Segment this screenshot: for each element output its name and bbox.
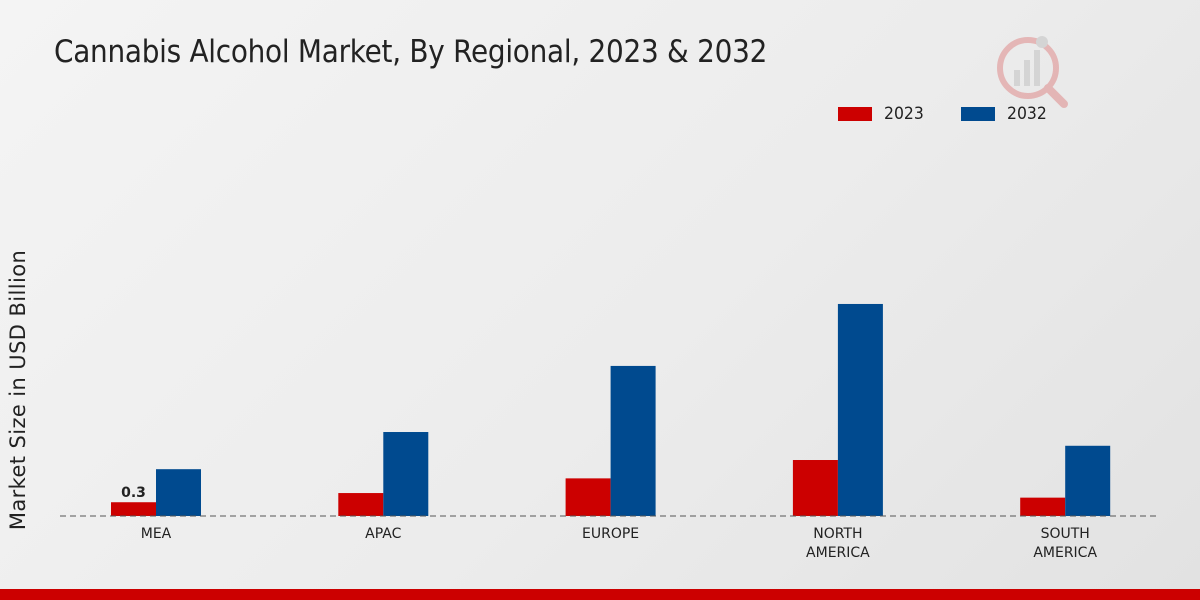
legend-label-2032: 2032 <box>1007 104 1048 124</box>
bar-2032-north-america <box>837 303 883 516</box>
x-tick-label-mea: MEA <box>141 526 172 542</box>
bottom-accent-bar <box>0 589 1200 600</box>
x-tick-label-north-america-line2: AMERICA <box>806 545 870 561</box>
bar-2032-mea <box>156 469 201 516</box>
legend-label-2023: 2023 <box>884 104 924 124</box>
bar-2023-apac <box>338 493 384 516</box>
bar-2023-europe <box>565 478 611 516</box>
legend-item-2032: 2032 <box>961 104 1050 124</box>
legend-swatch-2032 <box>961 107 996 121</box>
bar-2023-south-america <box>1020 497 1066 516</box>
watermark-logo-icon <box>997 36 1068 108</box>
legend: 2023 2032 <box>838 104 1085 124</box>
bar-2023-mea <box>111 502 156 516</box>
x-tick-label-apac: APAC <box>365 526 401 542</box>
x-tick-label-south-america-line2: AMERICA <box>1033 545 1097 561</box>
bar-2032-south-america <box>1065 445 1111 516</box>
data-label-2023-mea: 0.3 <box>121 485 146 501</box>
chart-title: Cannabis Alcohol Market, By Regional, 20… <box>54 34 768 70</box>
bar-2032-europe <box>610 365 656 516</box>
x-tick-label-europe: EUROPE <box>582 526 639 542</box>
x-tick-label-north-america-line1: NORTH <box>813 526 862 542</box>
x-tick-label-south-america-line1: SOUTH <box>1041 526 1090 542</box>
bar-2032-apac <box>383 432 429 516</box>
bar-2023-north-america <box>792 460 838 516</box>
legend-swatch-2023 <box>838 107 872 121</box>
legend-item-2023: 2023 <box>838 104 927 124</box>
